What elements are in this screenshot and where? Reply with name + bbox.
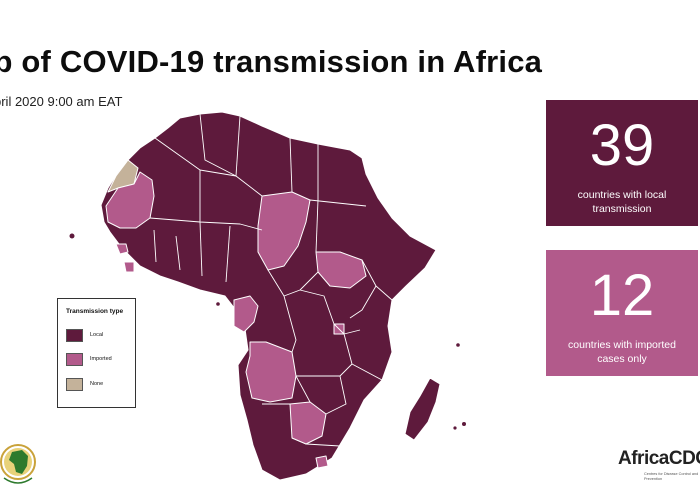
guinea-bissau	[115, 243, 129, 255]
sao-tome-dot	[216, 302, 220, 306]
cape-verde-dot	[69, 233, 75, 239]
legend-label-none: None	[90, 381, 104, 387]
legend-label-imported: Imported	[90, 356, 112, 362]
local-count: 39	[589, 113, 655, 178]
imported-label: countries with imported cases only	[568, 339, 676, 365]
map-title: ap of COVID-19 transmission in Africa	[0, 44, 543, 79]
sierra-leone	[123, 261, 135, 273]
african-union-logo-icon	[0, 444, 36, 484]
legend-swatch-none	[66, 377, 83, 391]
angola	[245, 341, 297, 403]
local-transmission-box: 39 countries with local transmission	[546, 100, 698, 226]
imported-cases-box: 12 countries with imported cases only	[546, 250, 698, 376]
madagascar	[404, 377, 441, 441]
map-subtitle: pril 2020 9:00 am EAT	[0, 94, 123, 109]
seychelles-dot	[456, 343, 460, 347]
reunion-dot	[453, 426, 457, 430]
gabon	[233, 295, 259, 333]
legend-swatch-local	[66, 328, 83, 342]
legend-box: Transmission type Local Imported None	[57, 298, 136, 408]
legend-swatch-imported	[66, 352, 83, 366]
legend-title: Transmission type	[66, 308, 124, 315]
lesotho	[315, 455, 329, 469]
africa-cdc-logo-text: AfricaCDC	[618, 448, 700, 469]
mauritius-dot	[462, 422, 466, 426]
africa-map	[69, 111, 466, 481]
imported-count: 12	[589, 263, 655, 328]
local-label: countries with local transmission	[577, 189, 667, 215]
legend-label-local: Local	[90, 332, 104, 338]
south-sudan	[315, 251, 367, 289]
africa-continent	[100, 111, 437, 481]
legend-item-none: None	[66, 377, 104, 391]
africa-cdc-logo-subtext: Centres for Disease Control and Preventi…	[644, 472, 699, 481]
legend-item-imported: Imported	[66, 352, 112, 366]
chad	[257, 191, 311, 271]
legend-item-local: Local	[66, 328, 104, 342]
